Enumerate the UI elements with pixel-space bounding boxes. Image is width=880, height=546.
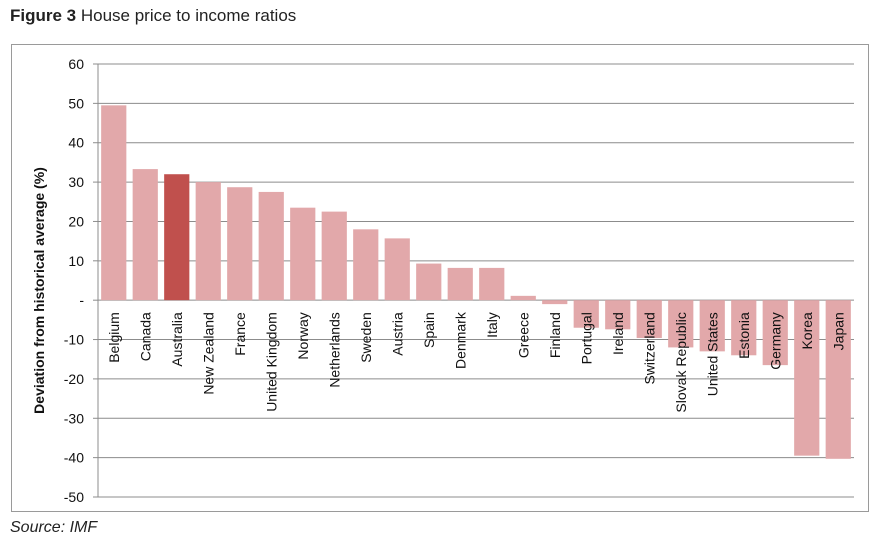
bar-united-kingdom xyxy=(258,191,284,301)
bar-norway xyxy=(290,207,316,301)
gridlines xyxy=(93,63,854,498)
bars xyxy=(101,105,851,459)
bar-spain xyxy=(416,263,442,301)
category-label: Italy xyxy=(484,312,500,338)
bar-switzerland xyxy=(636,300,662,338)
category-label: Canada xyxy=(137,312,153,361)
y-tick-labels: 60 50 40 30 20 10 - -10 -20 -30 -40 -50 xyxy=(64,56,85,505)
y-tick-label: -50 xyxy=(64,489,84,505)
bar-united-states xyxy=(699,300,725,352)
category-label: Switzerland xyxy=(641,312,657,384)
bar-slovak-republic xyxy=(668,300,694,348)
category-label: Norway xyxy=(295,312,311,359)
bar-greece xyxy=(510,295,536,301)
y-tick-label: 20 xyxy=(68,213,84,229)
category-label: Ireland xyxy=(610,312,626,355)
bar-germany xyxy=(762,300,788,366)
y-tick-label: 50 xyxy=(68,95,84,111)
bar-denmark xyxy=(447,267,473,301)
y-tick-label: -10 xyxy=(64,332,84,348)
category-label: Slovak Republic xyxy=(673,312,689,412)
category-label: Denmark xyxy=(452,311,468,369)
category-label: United Kingdom xyxy=(263,312,279,412)
category-label: Belgium xyxy=(106,312,122,363)
y-tick-label: -20 xyxy=(64,371,84,387)
bar-france xyxy=(227,187,253,301)
category-label: Austria xyxy=(389,312,405,356)
bar-estonia xyxy=(731,300,757,356)
bar-netherlands xyxy=(321,211,347,301)
figure-title-text: House price to income ratios xyxy=(80,6,297,25)
y-tick-label: 10 xyxy=(68,253,84,269)
category-label: Finland xyxy=(547,312,563,358)
bar-japan xyxy=(825,300,851,459)
category-label: Korea xyxy=(799,312,815,350)
bar-belgium xyxy=(101,105,127,301)
y-axis-title: Deviation from historical average (%) xyxy=(31,167,47,414)
bar-canada xyxy=(132,169,158,301)
category-labels: Belgium Canada Australia New Zealand France U… xyxy=(106,311,847,412)
bar-new-zealand xyxy=(195,182,221,301)
bar-korea xyxy=(794,300,820,456)
category-label: France xyxy=(232,312,248,356)
category-label: Germany xyxy=(767,312,783,370)
category-label: New Zealand xyxy=(200,312,216,395)
bar-sweden xyxy=(353,229,379,301)
y-tick-label: 40 xyxy=(68,135,84,151)
y-tick-label: - xyxy=(79,292,84,308)
category-label: Australia xyxy=(169,312,185,367)
bar-portugal xyxy=(573,300,599,328)
category-label: Estonia xyxy=(736,312,752,359)
category-label: Portugal xyxy=(578,312,594,364)
bar-austria xyxy=(384,238,410,301)
figure-label: Figure 3 xyxy=(10,6,77,25)
source-note: Source: IMF xyxy=(10,519,98,536)
category-label: Japan xyxy=(830,312,846,350)
category-label: Spain xyxy=(421,312,437,348)
category-label: Greece xyxy=(515,312,531,358)
y-tick-label: 60 xyxy=(68,56,84,72)
bar-italy xyxy=(479,267,505,301)
category-label: United States xyxy=(704,312,720,396)
y-tick-label: -30 xyxy=(64,410,84,426)
bar-ireland xyxy=(605,300,631,330)
bar-australia xyxy=(164,174,190,301)
figure-title: Figure 3 House price to income ratios xyxy=(10,6,296,26)
category-label: Netherlands xyxy=(326,312,342,388)
y-tick-label: -40 xyxy=(64,450,84,466)
category-label: Sweden xyxy=(358,312,374,363)
y-tick-label: 30 xyxy=(68,174,84,190)
bar-finland xyxy=(542,300,568,305)
